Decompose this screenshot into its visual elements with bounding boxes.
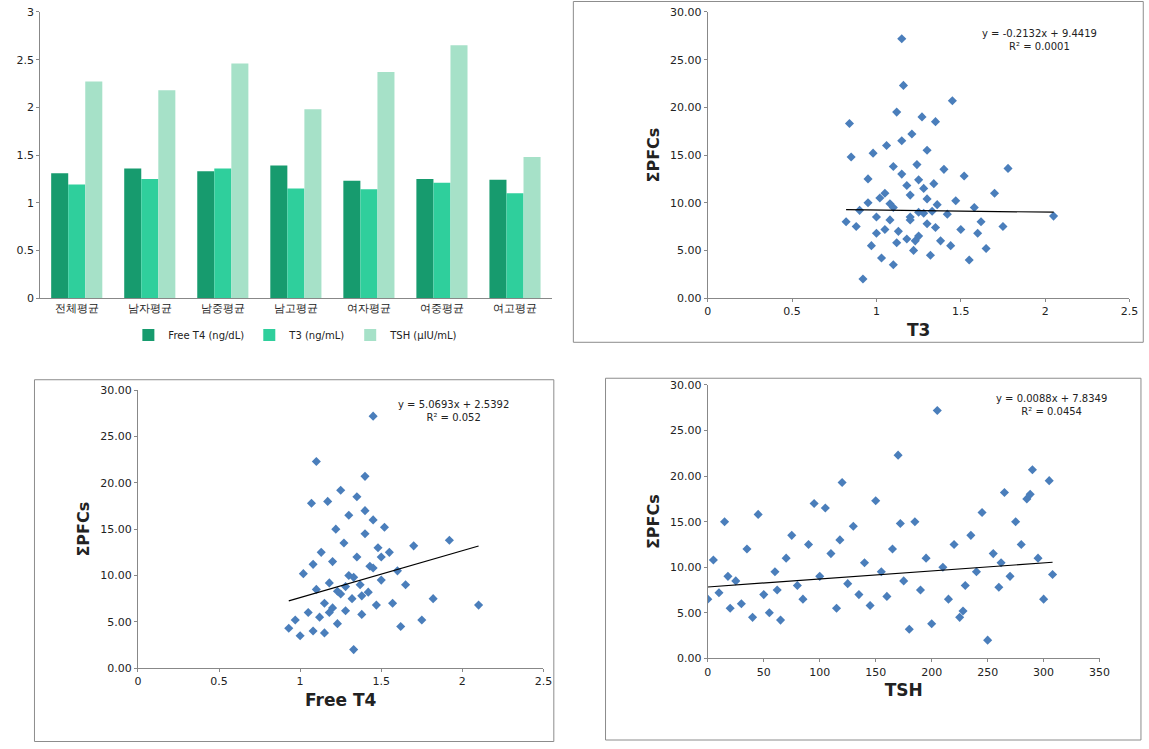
svg-text:3: 3 (27, 6, 34, 19)
svg-text:0.00: 0.00 (107, 662, 132, 675)
svg-text:0.00: 0.00 (677, 292, 702, 305)
svg-text:y = 5.0693x + 2.5392R² = 0.052: y = 5.0693x + 2.5392R² = 0.052 (398, 399, 509, 423)
svg-text:25.00: 25.00 (670, 54, 702, 67)
svg-text:0.5: 0.5 (210, 675, 228, 688)
svg-text:여고평균: 여고평균 (493, 302, 537, 315)
svg-text:남중평균: 남중평균 (201, 302, 245, 315)
svg-text:1.5: 1.5 (952, 305, 970, 318)
svg-text:10.00: 10.00 (670, 561, 702, 574)
svg-text:전체평균: 전체평균 (55, 302, 99, 315)
svg-text:2: 2 (1042, 305, 1049, 318)
svg-text:30.00: 30.00 (100, 384, 132, 397)
svg-text:300: 300 (1033, 666, 1054, 679)
svg-text:0.5: 0.5 (783, 305, 801, 318)
svg-text:TSH (μIU/mL): TSH (μIU/mL) (389, 330, 456, 341)
svg-text:2.5: 2.5 (535, 675, 553, 688)
svg-text:5.00: 5.00 (677, 244, 702, 257)
svg-text:20.00: 20.00 (670, 470, 702, 483)
svg-text:0: 0 (134, 675, 141, 688)
svg-text:남고평균: 남고평균 (274, 302, 318, 315)
svg-text:0: 0 (704, 666, 711, 679)
svg-text:350: 350 (1089, 666, 1110, 679)
svg-text:20.00: 20.00 (670, 101, 702, 114)
svg-text:TSH: TSH (885, 680, 923, 700)
svg-text:25.00: 25.00 (670, 424, 702, 437)
svg-text:50: 50 (757, 666, 771, 679)
svg-text:30.00: 30.00 (670, 379, 702, 392)
svg-text:여자평균: 여자평균 (347, 302, 391, 315)
svg-text:15.00: 15.00 (670, 149, 702, 162)
svg-text:2: 2 (27, 101, 34, 114)
svg-text:15.00: 15.00 (670, 516, 702, 529)
svg-text:250: 250 (977, 666, 998, 679)
svg-text:1: 1 (873, 305, 880, 318)
svg-text:1.5: 1.5 (17, 149, 35, 162)
svg-text:10.00: 10.00 (100, 569, 132, 582)
svg-text:1: 1 (27, 197, 34, 210)
svg-text:T3 (ng/mL): T3 (ng/mL) (288, 330, 344, 341)
svg-text:ΣPFCs: ΣPFCs (644, 128, 663, 183)
svg-text:2.5: 2.5 (17, 54, 35, 67)
svg-text:T3: T3 (907, 320, 930, 340)
svg-text:150: 150 (865, 666, 886, 679)
svg-text:여중평균: 여중평균 (420, 302, 464, 315)
svg-text:Free T4: Free T4 (305, 690, 376, 710)
svg-text:남자평균: 남자평균 (128, 302, 172, 315)
svg-text:5.00: 5.00 (107, 616, 132, 629)
svg-text:100: 100 (809, 666, 830, 679)
svg-text:1.5: 1.5 (372, 675, 390, 688)
svg-text:Free T4 (ng/dL): Free T4 (ng/dL) (168, 330, 244, 341)
svg-text:0: 0 (27, 292, 34, 305)
svg-text:0.00: 0.00 (677, 652, 702, 665)
svg-text:0.5: 0.5 (17, 244, 35, 257)
svg-text:2.5: 2.5 (1121, 305, 1139, 318)
svg-text:y = 0.0088x + 7.8349R² = 0.045: y = 0.0088x + 7.8349R² = 0.0454 (996, 393, 1107, 417)
svg-text:1: 1 (297, 675, 304, 688)
svg-text:15.00: 15.00 (100, 523, 132, 536)
svg-text:200: 200 (921, 666, 942, 679)
svg-text:y = -0.2132x + 9.4419R² = 0.00: y = -0.2132x + 9.4419R² = 0.0001 (982, 28, 1097, 52)
svg-text:20.00: 20.00 (100, 477, 132, 490)
svg-text:25.00: 25.00 (100, 430, 132, 443)
svg-text:2: 2 (459, 675, 466, 688)
svg-text:5.00: 5.00 (677, 607, 702, 620)
svg-text:30.00: 30.00 (670, 6, 702, 19)
svg-text:0: 0 (704, 305, 711, 318)
svg-text:10.00: 10.00 (670, 197, 702, 210)
svg-text:ΣPFCs: ΣPFCs (644, 494, 663, 549)
svg-text:ΣPFCs: ΣPFCs (74, 502, 93, 557)
